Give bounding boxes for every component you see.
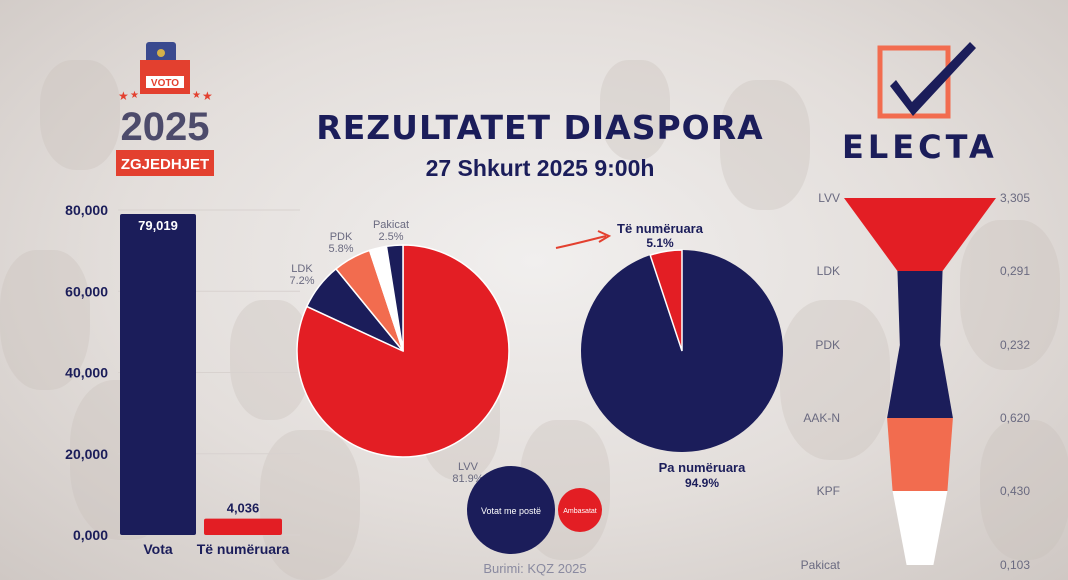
pie-value-pdk: 5.8% xyxy=(328,243,353,255)
pie2-value-te-numeruara: 5.1% xyxy=(646,236,674,250)
funnel-value-label: 0,103 xyxy=(1000,558,1030,572)
pie-value-ldk: 7.2% xyxy=(289,275,314,287)
voto-label: VOTO xyxy=(151,78,179,89)
bubble-ambasatat xyxy=(558,488,602,532)
pie2-value-pa-numeruara: 94.9% xyxy=(685,476,719,490)
bar-value-label: 79,019 xyxy=(138,218,178,233)
bar-ytick-label: 80,000 xyxy=(65,202,108,218)
funnel-category-label: KPF xyxy=(817,484,840,498)
pie-label-pdk: PDK xyxy=(330,231,353,243)
funnel-value-label: 0,620 xyxy=(1000,411,1030,425)
logo-banner xyxy=(116,150,214,176)
funnel-value-label: 3,305 xyxy=(1000,191,1030,205)
checkmark-icon xyxy=(890,42,976,116)
funnel-segment-lvv xyxy=(844,198,996,271)
bar-ytick-label: 60,000 xyxy=(65,283,108,299)
electa-logo xyxy=(877,42,976,119)
arrow-icon xyxy=(555,235,607,249)
pie-label-lvv: LVV xyxy=(458,461,479,473)
funnel-category-label: LDK xyxy=(817,264,840,278)
pie-label-ldk: LDK xyxy=(291,263,313,275)
svg-text:★: ★ xyxy=(202,89,213,103)
funnel-value-label: 0,430 xyxy=(1000,484,1030,498)
funnel-value-label: 0,232 xyxy=(1000,338,1030,352)
svg-text:★: ★ xyxy=(118,89,129,103)
pie-label-pakicat: Pakicat xyxy=(373,219,409,231)
funnel-category-label: PDK xyxy=(815,338,840,352)
bar-0 xyxy=(120,213,196,536)
bar-category-label: Vota xyxy=(143,541,173,557)
pie2-label-te-numeruara: Të numëruara xyxy=(617,221,704,236)
funnel-category-label: Pakicat xyxy=(801,558,841,572)
funnel-value-label: 0,291 xyxy=(1000,264,1030,278)
pie2-label-pa-numeruara: Pa numëruara xyxy=(659,460,746,475)
funnel-segment-ldk xyxy=(897,271,943,345)
page-subtitle: 27 Shkurt 2025 9:00h xyxy=(425,155,655,181)
svg-text:★: ★ xyxy=(192,90,201,101)
bar-category-label: Të numëruara xyxy=(197,541,290,557)
checkbox-icon xyxy=(877,45,951,119)
source-note: Burimi: KQZ 2025 xyxy=(483,561,587,576)
funnel-segment-kpf xyxy=(892,491,948,565)
voto-2025-logo: VOTO ★ ★ ★ ★ 2025 ZGJEDHJET xyxy=(116,42,214,176)
page-title: REZULTATET DIASPORA xyxy=(316,108,764,147)
svg-text:★: ★ xyxy=(130,90,139,101)
bubble-votat-me-poste xyxy=(467,466,555,554)
bar-ytick-label: 0,000 xyxy=(73,527,108,543)
funnel-category-label: LVV xyxy=(818,191,840,205)
bar-value-label: 4,036 xyxy=(227,501,260,516)
pie-value-lvv: 81.9% xyxy=(452,473,483,485)
logo-year: 2025 xyxy=(121,105,210,149)
logo-banner-label: ZGJEDHJET xyxy=(121,156,209,173)
electa-wordmark: ELECTA xyxy=(842,128,998,166)
funnel-segment-aakn xyxy=(887,418,953,491)
bar-1 xyxy=(204,518,282,535)
funnel-category-label: AAK-N xyxy=(803,411,840,425)
funnel-segment-pdk xyxy=(887,345,953,418)
bar-ytick-label: 20,000 xyxy=(65,446,108,462)
bubble-label-ambasatat: Ambasatat xyxy=(563,508,597,515)
arrow-head-icon xyxy=(597,230,612,243)
pie-value-pakicat: 2.5% xyxy=(378,231,403,243)
pie2-slice-te-numeruara xyxy=(649,249,683,352)
bubble-label-votat-me-poste: Votat me postë xyxy=(481,506,541,516)
bar-ytick-label: 40,000 xyxy=(65,365,108,381)
pie-slice-pakicat xyxy=(385,244,404,352)
